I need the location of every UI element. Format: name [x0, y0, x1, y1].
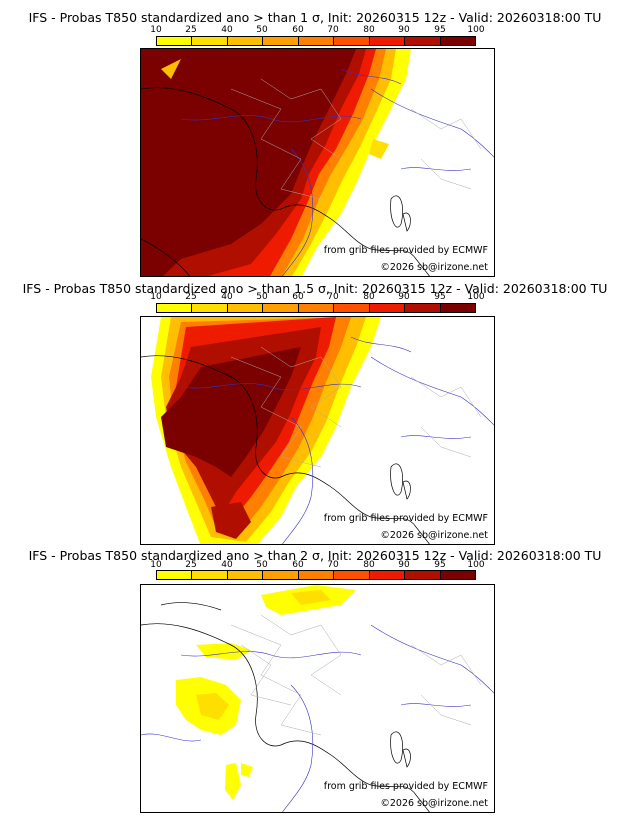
colorbar-segment	[334, 304, 370, 312]
colorbar-segment	[334, 571, 370, 579]
tick-label: 50	[256, 292, 268, 302]
tick-label: 90	[398, 560, 410, 570]
tick-label: 90	[398, 292, 410, 302]
tick-label: 80	[363, 560, 375, 570]
colorbar	[156, 303, 476, 313]
colorbar-segment	[192, 37, 228, 45]
tick-label: 100	[467, 560, 485, 570]
tick-label: 10	[150, 25, 162, 35]
colorbar	[156, 570, 476, 580]
tick-label: 25	[185, 560, 197, 570]
colorbar-segment	[227, 571, 264, 579]
tick-label: 95	[434, 292, 446, 302]
copyright-credit: ©2026 sb@irizone.net	[380, 798, 488, 809]
data-source-credit: from grib files provided by ECMWF	[323, 781, 488, 792]
tick-label: 95	[434, 25, 446, 35]
tick-label: 80	[363, 292, 375, 302]
colorbar-segment	[157, 304, 193, 312]
copyright-credit: ©2026 sb@irizone.net	[380, 530, 488, 541]
panel-title: IFS - Probas T850 standardized ano > tha…	[28, 548, 602, 563]
colorbar	[156, 36, 476, 46]
colorbar-ticks: 10 25 40 50 60 70 80 90 95 100	[140, 560, 495, 570]
departmental-borders	[230, 346, 482, 468]
map-canvas	[141, 49, 494, 276]
colorbar-segment	[334, 37, 370, 45]
probability-map: from grib files provided by ECMWF ©2026 …	[140, 316, 495, 545]
colorbar-segment	[405, 304, 441, 312]
rivers	[141, 624, 494, 812]
colorbar-segment	[157, 571, 193, 579]
probability-field	[176, 585, 356, 800]
probability-field	[141, 49, 411, 276]
tick-label: 60	[292, 25, 304, 35]
panel-title: IFS - Probas T850 standardized ano > tha…	[28, 10, 602, 25]
colorbar-ticks: 10 25 40 50 60 70 80 90 95 100	[140, 25, 495, 35]
colorbar-segment	[298, 571, 335, 579]
tick-label: 50	[256, 25, 268, 35]
colorbar-segment	[440, 304, 475, 312]
coastlines	[141, 602, 430, 812]
tick-label: 90	[398, 25, 410, 35]
probability-map: from grib files provided by ECMWF ©2026 …	[140, 584, 495, 813]
colorbar-ticks: 10 25 40 50 60 70 80 90 95 100	[140, 292, 495, 302]
data-source-credit: from grib files provided by ECMWF	[323, 245, 488, 256]
colorbar-segment	[369, 37, 406, 45]
tick-label: 70	[327, 25, 339, 35]
coastlines	[141, 87, 430, 276]
copyright-credit: ©2026 sb@irizone.net	[380, 262, 488, 273]
data-source-credit: from grib files provided by ECMWF	[323, 513, 488, 524]
colorbar-segment	[263, 571, 299, 579]
tick-label: 70	[327, 560, 339, 570]
map-canvas	[141, 585, 494, 812]
colorbar-segment	[440, 571, 475, 579]
colorbar-segment	[405, 37, 441, 45]
tick-label: 40	[221, 25, 233, 35]
rivers	[180, 68, 494, 276]
colorbar-segment	[157, 37, 193, 45]
tick-label: 10	[150, 292, 162, 302]
colorbar-segment	[298, 37, 335, 45]
colorbar-segment	[369, 571, 406, 579]
colorbar-segment	[405, 571, 441, 579]
tick-label: 40	[221, 560, 233, 570]
tick-label: 25	[185, 25, 197, 35]
departmental-borders	[230, 614, 482, 736]
colorbar-segment	[263, 304, 299, 312]
tick-label: 50	[256, 560, 268, 570]
departmental-borders	[230, 78, 482, 200]
tick-label: 10	[150, 560, 162, 570]
tick-label: 60	[292, 292, 304, 302]
tick-label: 60	[292, 560, 304, 570]
colorbar-segment	[227, 304, 264, 312]
tick-label: 70	[327, 292, 339, 302]
tick-label: 95	[434, 560, 446, 570]
rivers	[180, 336, 494, 544]
tick-label: 40	[221, 292, 233, 302]
tick-label: 80	[363, 25, 375, 35]
colorbar-segment	[192, 571, 228, 579]
colorbar-segment	[440, 37, 475, 45]
colorbar-segment	[263, 37, 299, 45]
tick-label: 100	[467, 292, 485, 302]
panel-title: IFS - Probas T850 standardized ano > tha…	[22, 281, 608, 296]
probability-map: from grib files provided by ECMWF ©2026 …	[140, 48, 495, 277]
coastlines	[141, 355, 430, 544]
tick-label: 100	[467, 25, 485, 35]
map-canvas	[141, 317, 494, 544]
tick-label: 25	[185, 292, 197, 302]
colorbar-segment	[192, 304, 228, 312]
colorbar-segment	[227, 37, 264, 45]
colorbar-segment	[369, 304, 406, 312]
probability-field	[151, 317, 381, 544]
colorbar-segment	[298, 304, 335, 312]
